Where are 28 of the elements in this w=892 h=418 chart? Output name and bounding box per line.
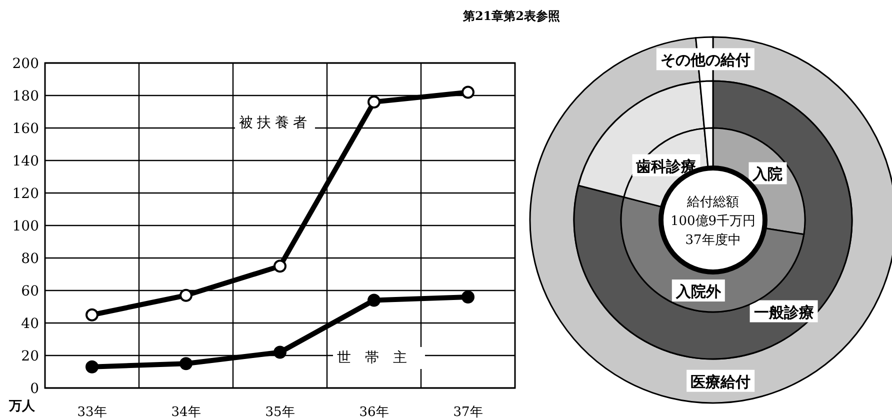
y-tick-label: 160	[12, 121, 39, 137]
y-tick-label: 100	[12, 218, 39, 234]
slice-label: 医療給付	[690, 372, 751, 391]
slice-label: その他の給付	[660, 51, 750, 70]
slice-label: 一般診療	[754, 303, 814, 322]
text: 給付総額	[686, 195, 739, 210]
y-axis-title: 万人	[8, 399, 36, 414]
text: 37年度中	[685, 232, 741, 248]
x-tick-label: 35年	[265, 405, 295, 418]
text: 100億9千万円	[670, 214, 756, 229]
y-tick-label: 200	[12, 56, 39, 72]
x-tick-label: 36年	[359, 405, 389, 418]
text: 第21章第2表参照	[462, 9, 560, 23]
y-tick-label: 180	[12, 88, 39, 104]
y-tick-label: 20	[21, 348, 39, 364]
x-tick-label: 33年	[77, 405, 107, 418]
y-tick-label: 60	[21, 284, 39, 300]
y-tick-label: 40	[21, 316, 39, 332]
y-tick-label: 0	[30, 381, 39, 397]
series-label: 世帯主	[337, 350, 421, 366]
y-tick-label: 80	[21, 251, 39, 267]
slice-label: 入院外	[674, 282, 722, 301]
text: 被扶養者	[239, 115, 311, 132]
y-tick-label: 140	[12, 154, 39, 170]
y-tick-label: 120	[12, 186, 39, 202]
x-tick-label: 34年	[171, 405, 201, 418]
x-tick-label: 37年	[453, 405, 483, 418]
slice-label: 入院	[752, 165, 783, 184]
